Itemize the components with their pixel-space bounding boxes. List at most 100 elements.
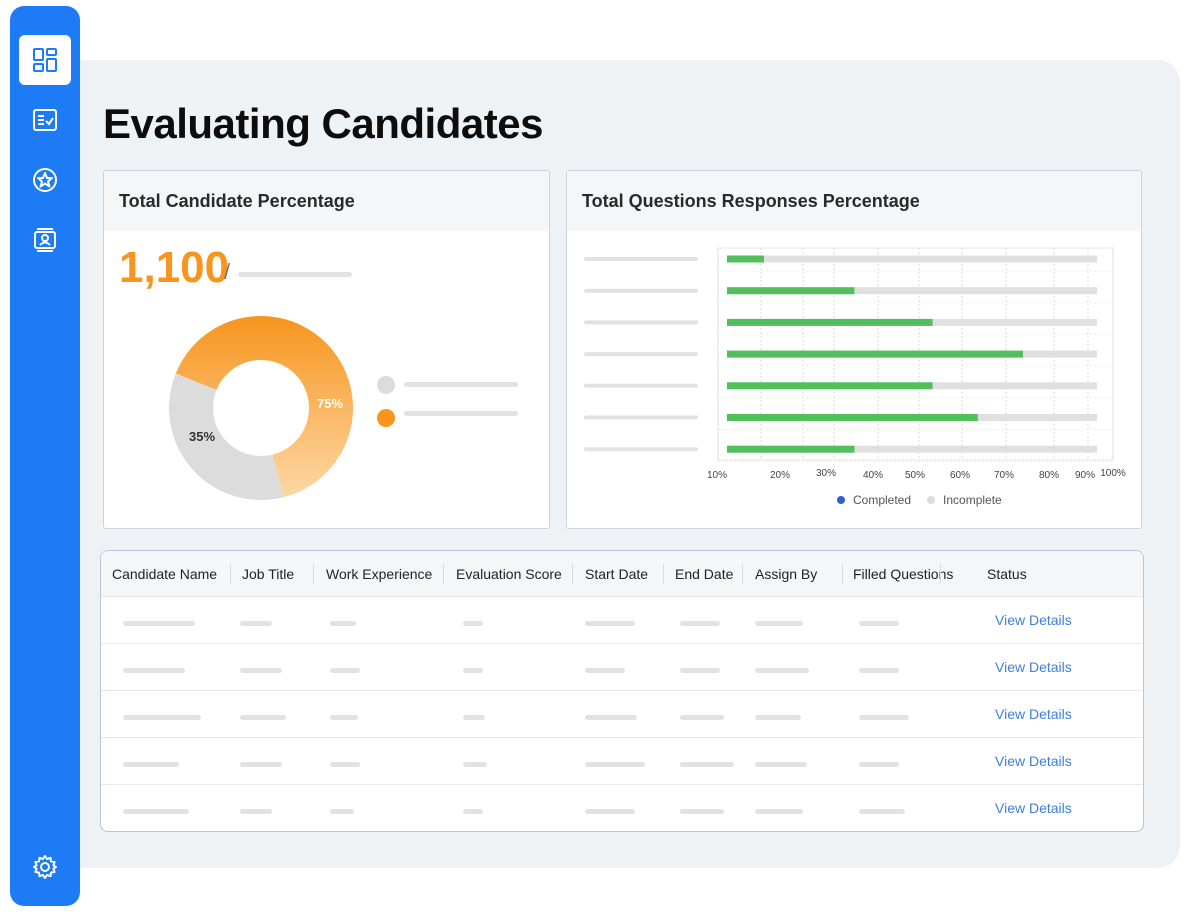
cell-placeholder — [463, 668, 483, 673]
contact-card-icon — [34, 228, 56, 252]
cell-placeholder — [123, 715, 201, 720]
cell-placeholder — [463, 715, 485, 720]
cell-placeholder — [463, 621, 483, 626]
donut-slice-2 — [169, 373, 284, 500]
donut-slice-1 — [175, 316, 354, 498]
view-details-link[interactable]: View Details — [995, 612, 1072, 628]
cell-placeholder — [859, 809, 905, 814]
view-details-link[interactable]: View Details — [995, 706, 1072, 722]
cell-placeholder — [330, 809, 354, 814]
bar-completed — [727, 350, 1023, 358]
column-header[interactable]: Candidate Name — [112, 566, 218, 582]
cell-placeholder — [585, 762, 645, 767]
card-title: Total Questions Responses Percentage — [567, 171, 1141, 231]
view-details-link[interactable]: View Details — [995, 659, 1072, 675]
x-tick-label: 10% — [707, 470, 727, 481]
cell-placeholder — [463, 809, 483, 814]
column-header[interactable]: Work Experience — [326, 566, 433, 582]
responses-percentage-card: Total Questions Responses Percentage 10%… — [566, 170, 1142, 529]
legend-dot-gray — [377, 376, 395, 394]
bar-completed — [727, 382, 933, 390]
cell-placeholder — [859, 762, 899, 767]
column-header[interactable]: Filled Questions — [853, 566, 954, 582]
column-header[interactable]: Evaluation Score — [456, 566, 562, 582]
cell-placeholder — [755, 621, 803, 626]
cell-placeholder — [585, 621, 635, 626]
checklist-icon — [33, 109, 57, 131]
x-tick-label: 40% — [863, 470, 883, 481]
donut-label-secondary: 35% — [189, 429, 215, 444]
column-header[interactable]: Job Title — [242, 566, 295, 582]
bar-completed — [727, 445, 855, 453]
row-label-placeholder — [584, 288, 698, 293]
cell-placeholder — [240, 715, 286, 720]
column-header[interactable]: Assign By — [755, 566, 818, 582]
responses-bar-chart: 10% 20% 30% 40% 50% 60% 70% 80% 90% 100% — [584, 247, 1126, 481]
cell-placeholder — [755, 715, 801, 720]
cell-placeholder — [680, 621, 720, 626]
bar-completed — [727, 318, 933, 326]
dashboard-icon — [33, 48, 57, 72]
legend-completed: Completed — [853, 493, 912, 507]
cell-placeholder — [240, 668, 282, 673]
row-label-placeholder — [584, 320, 698, 325]
row-label-placeholder — [584, 415, 698, 420]
cell-placeholder — [680, 715, 724, 720]
gear-icon — [33, 855, 57, 879]
column-divider — [842, 564, 843, 584]
candidate-percentage-card: Total Candidate Percentage 1,100 / 75% 3… — [103, 170, 550, 529]
row-label-placeholder — [584, 383, 698, 388]
placeholder-line — [238, 272, 352, 277]
placeholder-line — [404, 411, 518, 416]
placeholder-line — [404, 382, 518, 387]
x-tick-label: 80% — [1039, 470, 1059, 481]
donut-chart: 75% 35% — [169, 316, 354, 500]
cell-placeholder — [755, 762, 807, 767]
view-details-link[interactable]: View Details — [995, 753, 1072, 769]
candidates-table: Candidate Name Job Title Work Experience Ev… — [100, 550, 1144, 832]
sidebar-item-candidates[interactable] — [19, 215, 71, 265]
cell-placeholder — [123, 668, 185, 673]
legend-dot-incomplete — [927, 496, 936, 504]
sidebar-item-evaluations[interactable] — [19, 95, 71, 145]
view-details-link[interactable]: View Details — [995, 800, 1072, 816]
cell-placeholder — [585, 715, 637, 720]
legend-incomplete: Incomplete — [943, 493, 1002, 507]
bar-incomplete — [727, 287, 1097, 295]
column-divider — [742, 564, 743, 584]
column-divider — [313, 564, 314, 584]
column-divider — [230, 564, 231, 584]
column-header[interactable]: Status — [987, 566, 1027, 582]
table-row: View Details — [101, 691, 1143, 738]
cell-placeholder — [755, 809, 803, 814]
column-divider — [940, 564, 941, 584]
row-label-placeholder — [584, 352, 698, 357]
cell-placeholder — [330, 715, 358, 720]
x-tick-label: 20% — [770, 470, 790, 481]
cell-placeholder — [859, 668, 899, 673]
x-tick-label: 90% — [1075, 470, 1095, 481]
bar-incomplete — [727, 445, 1097, 453]
x-tick-label: 60% — [950, 470, 970, 481]
x-tick-label: 50% — [905, 470, 925, 481]
cell-placeholder — [330, 762, 360, 767]
column-header[interactable]: End Date — [675, 566, 734, 582]
sidebar-item-ratings[interactable] — [19, 155, 71, 205]
sidebar-item-settings[interactable] — [19, 842, 71, 892]
table-header: Candidate Name Job Title Work Experience Ev… — [101, 551, 1143, 597]
column-header[interactable]: Start Date — [585, 566, 649, 582]
star-badge-icon — [33, 168, 57, 192]
bar-completed — [727, 414, 978, 421]
column-divider — [443, 564, 444, 584]
bar-completed — [727, 255, 764, 263]
donut-label-primary: 75% — [317, 396, 343, 411]
cell-placeholder — [585, 668, 625, 673]
table-row: View Details — [101, 738, 1143, 785]
sidebar-item-dashboard[interactable] — [19, 35, 71, 85]
row-label-placeholder — [584, 257, 698, 261]
cell-placeholder — [859, 715, 909, 720]
cell-placeholder — [240, 762, 282, 767]
x-tick-label: 70% — [994, 470, 1014, 481]
total-separator: / — [224, 259, 231, 284]
column-divider — [572, 564, 573, 584]
